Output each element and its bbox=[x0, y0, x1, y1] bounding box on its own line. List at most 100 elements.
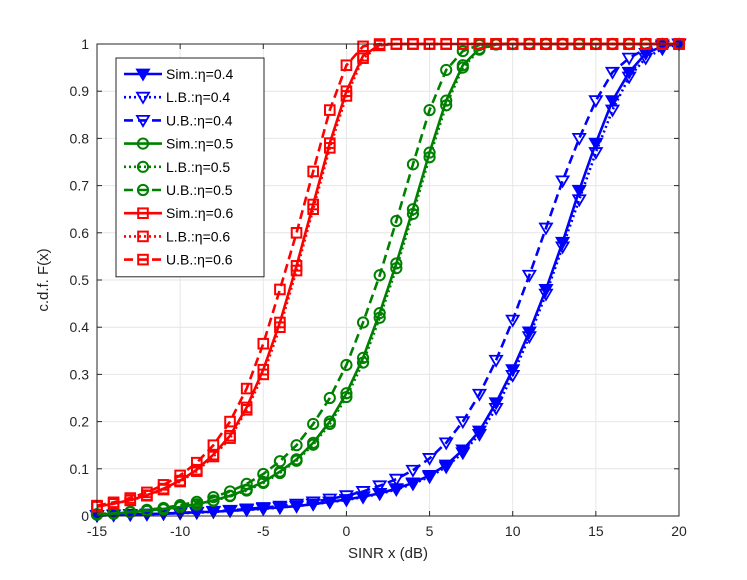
axes: -15 -10 -5 0 5 10 15 20 0 0.1 0.2 0.3 0.4 0.5 0.6 0.7 0.… bbox=[70, 36, 687, 539]
series-2-point-12 bbox=[288, 498, 305, 512]
series-7-point-16 bbox=[357, 52, 369, 64]
series-1-point-28 bbox=[555, 241, 571, 255]
series-2-point-22 bbox=[455, 416, 471, 430]
series-4-point-11 bbox=[273, 466, 287, 480]
series-1-point-19 bbox=[405, 478, 421, 492]
series-4-point-8 bbox=[223, 490, 237, 503]
series-4-point-14 bbox=[323, 417, 336, 431]
legend-label-6: Sim.:η=0.6 bbox=[166, 205, 234, 221]
legend-marker-3 bbox=[136, 137, 150, 150]
series-2-point-30 bbox=[588, 95, 604, 109]
series-2-point-31 bbox=[604, 66, 621, 80]
series-1-point-15 bbox=[338, 494, 355, 508]
series-8-point-12 bbox=[290, 227, 303, 239]
series-8-point-13 bbox=[307, 165, 319, 178]
y-tick-label-4: 0.4 bbox=[70, 319, 90, 335]
series-3-point-16 bbox=[356, 351, 370, 364]
legend-entry-6: Sim.:η=0.6 bbox=[124, 205, 234, 221]
series-5-point-2 bbox=[124, 505, 137, 518]
series-4-point-17 bbox=[373, 311, 386, 324]
series-5-point-6 bbox=[190, 495, 203, 508]
series-3-point-18 bbox=[390, 257, 403, 270]
series-8-point-8 bbox=[224, 415, 236, 428]
series-5-point-22 bbox=[456, 44, 469, 58]
series-2-point-10 bbox=[255, 502, 271, 515]
series-4-point-15 bbox=[340, 390, 353, 404]
series-2-point-17 bbox=[372, 480, 388, 494]
legend-marker-6 bbox=[137, 207, 149, 219]
series-4-point-16 bbox=[356, 356, 370, 369]
series-7-point-8 bbox=[224, 432, 236, 444]
legend-label-0: Sim.:η=0.4 bbox=[166, 66, 234, 82]
series-1-point-29 bbox=[571, 194, 587, 208]
legend-label-2: U.B.:η=0.4 bbox=[166, 112, 233, 128]
series-1-line bbox=[96, 42, 680, 517]
legend-entry-0: Sim.:η=0.4 bbox=[124, 66, 234, 82]
series-1-point-31 bbox=[604, 104, 621, 118]
series-2-point-11 bbox=[272, 500, 288, 514]
series-7-point-15 bbox=[340, 90, 353, 102]
series-4-point-10 bbox=[257, 476, 270, 490]
series-4-point-19 bbox=[406, 207, 420, 221]
series-2-point-14 bbox=[322, 493, 338, 507]
series-2-point-27 bbox=[538, 222, 554, 236]
series-1-point-24 bbox=[488, 402, 504, 416]
y-axis-label: c.d.f. F(x) bbox=[35, 248, 52, 311]
y-tick-label-2: 0.2 bbox=[70, 414, 90, 430]
series-5-point-17 bbox=[373, 269, 386, 282]
series-4-point-22 bbox=[456, 61, 469, 74]
series-5-line bbox=[96, 42, 679, 516]
legend-entry-8: U.B.:η=0.6 bbox=[124, 252, 233, 268]
series-1-point-13 bbox=[305, 498, 321, 512]
series-7-point-11 bbox=[274, 321, 286, 333]
series-5-point-16 bbox=[356, 316, 370, 329]
series-5-point-10 bbox=[257, 467, 270, 481]
series-8-point-5 bbox=[174, 469, 186, 482]
series-2-point-23 bbox=[471, 388, 488, 402]
series-8-point-6 bbox=[190, 456, 203, 469]
series-1-point-23 bbox=[471, 428, 488, 442]
legend-entry-7: L.B.:η=0.6 bbox=[124, 228, 230, 244]
series-7-point-7 bbox=[207, 450, 220, 463]
x-tick-label-1: -10 bbox=[170, 523, 190, 539]
y-tick-label-1: 0.1 bbox=[70, 461, 90, 477]
series-7-point-10 bbox=[257, 368, 270, 381]
series-2-point-19 bbox=[405, 464, 421, 478]
series-5-point-14 bbox=[323, 391, 336, 405]
series-5-point-18 bbox=[390, 214, 403, 228]
series-4-point-12 bbox=[290, 454, 303, 467]
series-8-point-14 bbox=[324, 104, 336, 116]
series-4-point-13 bbox=[307, 438, 320, 451]
series-2-point-9 bbox=[239, 503, 255, 517]
series-1-point-26 bbox=[521, 331, 537, 345]
legend-entry-3: Sim.:η=0.5 bbox=[124, 136, 234, 152]
series-1-point-32 bbox=[621, 71, 637, 85]
legend-entry-1: L.B.:η=0.4 bbox=[124, 89, 230, 105]
y-tick-label-0: 0 bbox=[81, 508, 89, 524]
series-7-point-9 bbox=[240, 404, 253, 416]
legend-label-7: L.B.:η=0.6 bbox=[166, 228, 230, 244]
legend-marker-0 bbox=[135, 68, 151, 82]
y-tick-label-3: 0.3 bbox=[70, 366, 90, 382]
legend-label-5: U.B.:η=0.5 bbox=[166, 182, 233, 198]
series-2-point-16 bbox=[355, 486, 371, 499]
x-tick-label-0: -15 bbox=[87, 523, 107, 539]
series-2-point-18 bbox=[388, 473, 404, 487]
series-2-point-34 bbox=[654, 39, 670, 53]
y-tick-label-10: 1 bbox=[81, 36, 89, 52]
series-5-point-8 bbox=[223, 485, 237, 498]
y-tick-label-9: 0.9 bbox=[70, 83, 90, 99]
legend-label-3: Sim.:η=0.5 bbox=[166, 136, 234, 152]
series-5-point-4 bbox=[157, 501, 170, 515]
series-2 bbox=[89, 38, 687, 524]
series-2-line bbox=[96, 42, 680, 517]
series-1-point-21 bbox=[438, 461, 454, 475]
series-4-point-18 bbox=[390, 262, 403, 275]
x-tick-label-3: 0 bbox=[343, 523, 351, 539]
y-tick-label-8: 0.8 bbox=[70, 130, 90, 146]
series-8-point-10 bbox=[257, 337, 270, 350]
series-8-point-16 bbox=[357, 40, 369, 53]
legend-entry-5: U.B.:η=0.5 bbox=[124, 182, 233, 198]
series-5-point-9 bbox=[240, 477, 253, 491]
